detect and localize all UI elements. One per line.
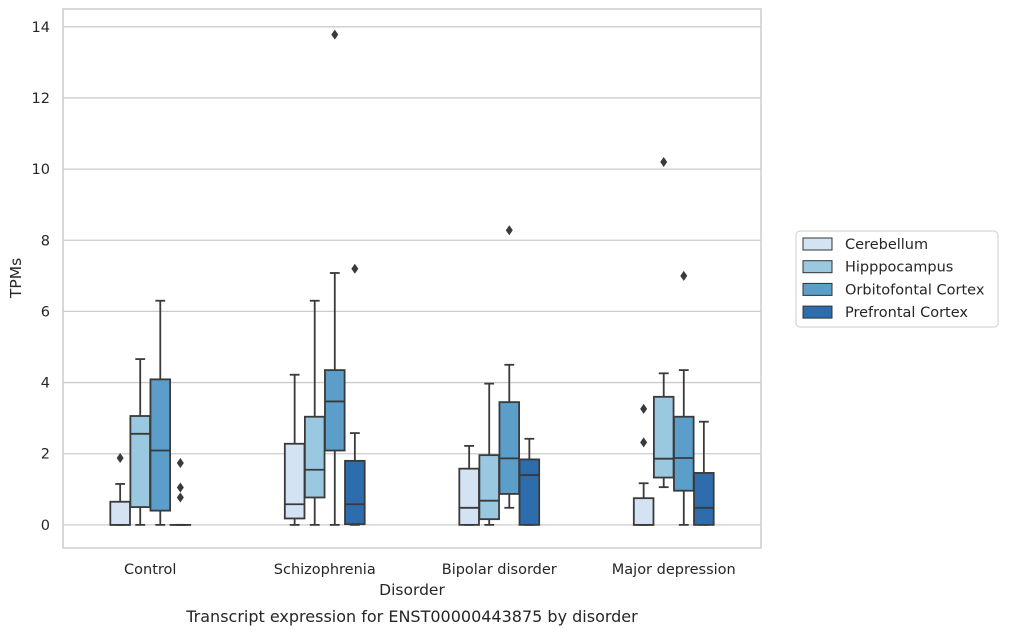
box-orbitofontal-cortex [149,299,172,526]
chart-caption: Transcript expression for ENST0000044387… [185,607,638,626]
box-series [109,29,715,526]
legend-label: Orbitofontal Cortex [845,282,985,298]
plot-frame [62,8,762,549]
y-tick-label: 10 [32,162,50,178]
legend-label: Hipppocampus [845,260,953,276]
legend-label: Cerebellum [845,237,928,253]
box-body [283,442,306,520]
legend-swatch [802,282,833,296]
x-tick-label: Bipolar disorder [442,562,557,578]
box-cerebellum [109,452,131,526]
box-body [303,415,326,499]
x-tick-label: Major depression [612,562,736,578]
outlier-point [176,492,184,503]
box-body [693,472,715,526]
y-tick-label: 12 [32,91,50,107]
outlier-point [116,452,124,463]
legend-label: Prefrontal Cortex [845,305,968,321]
box-cerebellum [283,373,306,526]
box-body [518,458,541,526]
box-orbitofontal-cortex [673,270,695,526]
y-tick-label: 8 [41,233,50,249]
box-body [632,497,655,526]
legend-swatch [802,305,833,319]
y-tick-label: 0 [41,518,50,534]
box-body [149,378,172,512]
legend-swatch [802,237,833,251]
x-tick-labels: Control Schizophrenia Bipolar disorder Majo… [124,562,736,578]
box-body [652,395,675,479]
box-body [458,467,480,526]
box-hipppocampus [478,382,500,526]
outlier-point [660,156,668,167]
box-body [498,401,521,495]
box-hipppocampus [129,358,151,526]
y-axis-label: TPMs [7,258,25,299]
y-tick-labels: 0 2 4 6 8 10 12 14 [32,20,50,534]
box-hipppocampus [303,299,326,526]
box-body [109,500,131,526]
legend-frame [795,230,999,328]
box-body [129,415,151,508]
outlier-point [640,437,648,448]
outlier-point [331,29,339,40]
y-tick-label: 6 [41,304,50,320]
x-tick-label: Control [124,562,176,578]
box-prefrontal-cortex [344,263,366,526]
outlier-point [351,263,359,274]
box-prefrontal-cortex [518,437,541,526]
outlier-point [505,225,513,236]
y-tick-label: 14 [32,20,50,36]
legend: Cerebellum Hipppocampus Orbitofontal Corte… [795,230,999,328]
box-orbitofontal-cortex [498,225,521,509]
box-body [344,459,366,526]
box-hipppocampus [652,156,675,489]
box-orbitofontal-cortex [324,29,346,526]
y-tick-label: 2 [41,447,50,463]
y-tick-label: 4 [41,376,50,392]
outlier-point [680,270,688,281]
outlier-point [640,403,648,414]
box-body [478,454,500,521]
outlier-point [176,457,184,468]
box-prefrontal-cortex [693,420,715,526]
plot-background [63,9,761,548]
box-cerebellum [632,403,655,526]
x-axis-label: Disorder [379,581,445,599]
x-tick-label: Schizophrenia [274,562,376,578]
box-body [673,415,695,492]
outlier-point [176,482,184,493]
legend-swatch [802,260,833,274]
box-prefrontal-cortex [169,457,192,526]
box-body [324,369,346,452]
